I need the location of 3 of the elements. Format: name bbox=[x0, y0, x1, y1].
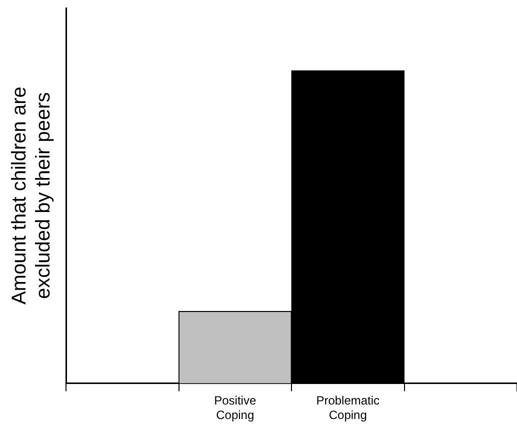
y-axis-title: Amount that children are excluded by their peers bbox=[8, 86, 55, 305]
x-tick-label: Problematic Coping bbox=[316, 394, 380, 422]
x-tick-label: Positive Coping bbox=[214, 394, 256, 422]
